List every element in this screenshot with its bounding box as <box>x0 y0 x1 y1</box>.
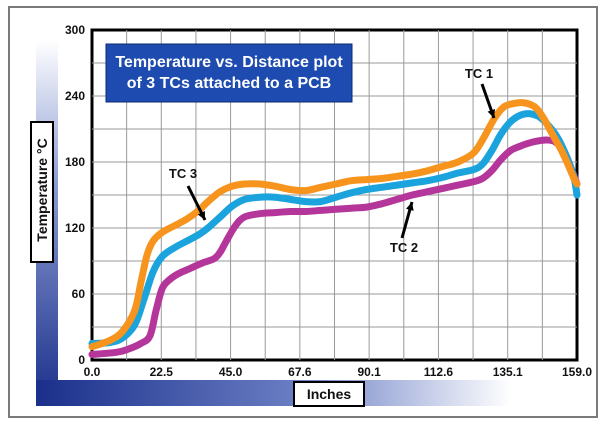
y-tick-label: 0 <box>78 353 85 367</box>
y-tick-labels: 0 60 120 180 240 300 <box>65 23 85 367</box>
y-axis-title: Temperature °C <box>34 138 50 241</box>
shadow-bottom <box>36 380 511 406</box>
y-tick-label: 120 <box>65 221 85 235</box>
x-axis-title: Inches <box>307 386 352 402</box>
x-tick-labels: 0.0 22.5 45.0 67.6 90.1 112.6 135.1 159.0 <box>84 365 593 379</box>
series-line-tc3 <box>88 110 581 347</box>
arrow-tc1-head <box>487 109 495 118</box>
label-tc1: TC 1 <box>465 66 493 81</box>
x-tick-label: 22.5 <box>150 365 174 379</box>
y-axis-unit: °C <box>34 138 50 154</box>
x-tick-label: 0.0 <box>84 365 101 379</box>
x-tick-label: 135.1 <box>493 365 523 379</box>
y-tick-label: 240 <box>65 89 85 103</box>
x-tick-label: 67.6 <box>288 365 312 379</box>
y-axis-title-box <box>30 121 54 263</box>
x-tick-label: 112.6 <box>424 365 454 379</box>
label-tc3: TC 3 <box>169 166 197 181</box>
title-box <box>105 43 353 103</box>
arrow-tc3-head <box>197 211 205 220</box>
series-line-tc2 <box>88 136 581 358</box>
x-axis-title-box <box>293 381 365 407</box>
x-tick-label: 159.0 <box>562 365 592 379</box>
annotation-arrows <box>186 83 496 239</box>
y-tick-label: 60 <box>72 287 86 301</box>
y-tick-label: 300 <box>65 23 85 37</box>
series-line-tc1 <box>88 99 581 351</box>
label-tc2: TC 2 <box>390 240 418 255</box>
y-axis-label: Temperature <box>34 158 50 242</box>
x-tick-label: 90.1 <box>357 365 381 379</box>
y-tick-label: 180 <box>65 155 85 169</box>
arrow-tc2-head <box>406 202 414 211</box>
series-layer <box>88 99 581 358</box>
x-tick-label: 45.0 <box>219 365 243 379</box>
chart-title-line-2: of 3 TCs attached to a PCB <box>127 75 331 92</box>
chart-title-line-1: Temperature vs. Distance plot <box>115 54 343 71</box>
